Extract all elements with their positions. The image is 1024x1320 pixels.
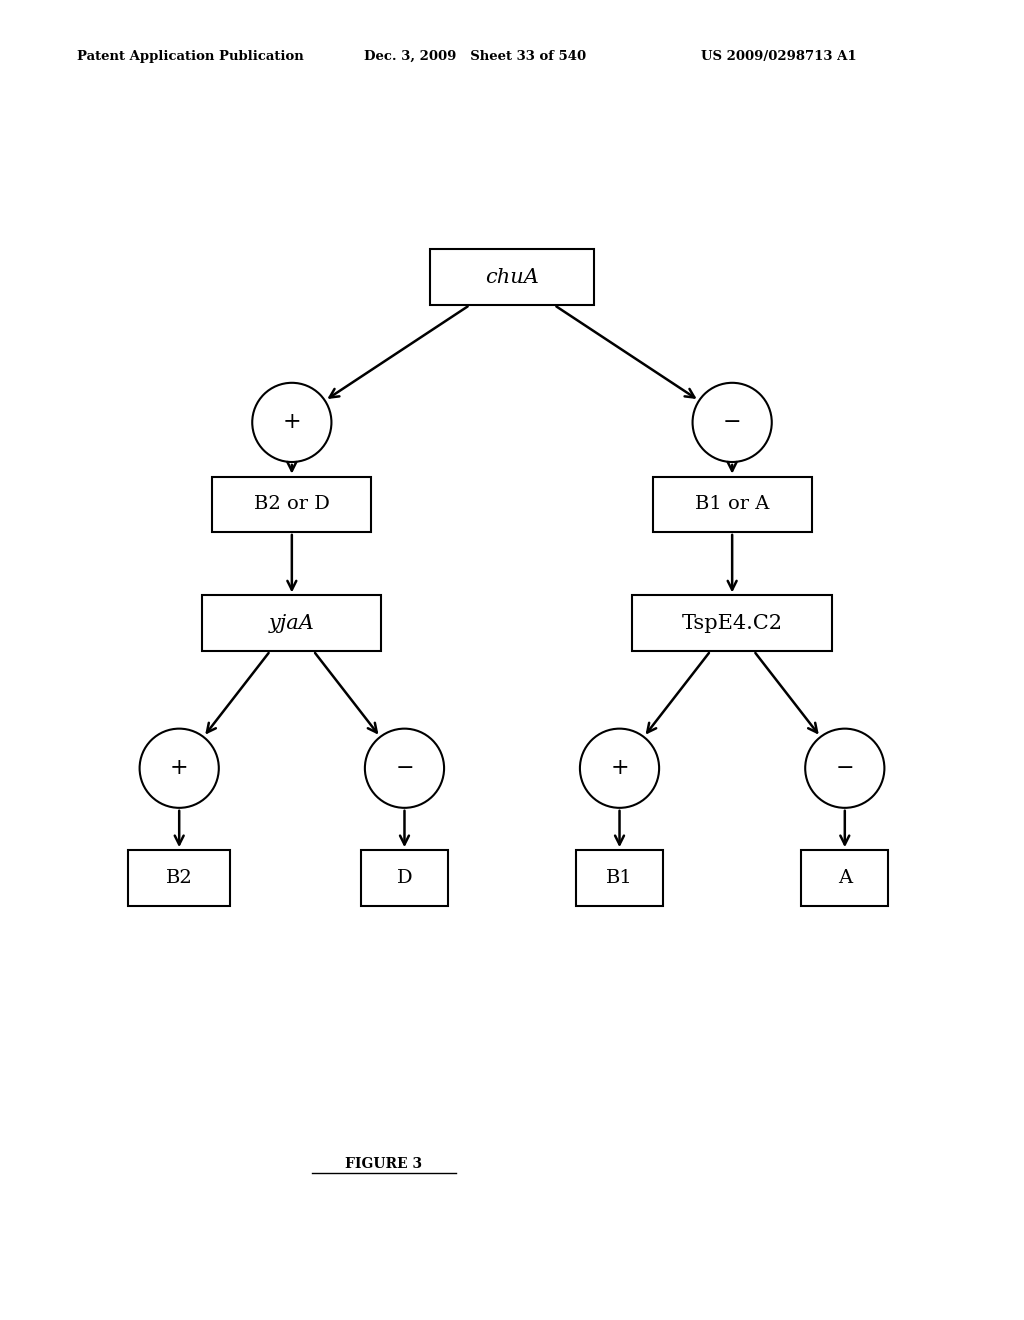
Text: US 2009/0298713 A1: US 2009/0298713 A1 (701, 50, 857, 63)
Text: chuA: chuA (485, 268, 539, 286)
Text: Patent Application Publication: Patent Application Publication (77, 50, 303, 63)
Text: TspE4.C2: TspE4.C2 (682, 614, 782, 632)
Text: B2 or D: B2 or D (254, 495, 330, 513)
Text: A: A (838, 869, 852, 887)
Text: −: − (395, 758, 414, 779)
Text: B1: B1 (606, 869, 633, 887)
Text: −: − (723, 412, 741, 433)
Text: +: + (170, 758, 188, 779)
Text: B1 or A: B1 or A (695, 495, 769, 513)
Text: +: + (610, 758, 629, 779)
Text: +: + (283, 412, 301, 433)
Text: yjaA: yjaA (269, 614, 314, 632)
Text: Dec. 3, 2009   Sheet 33 of 540: Dec. 3, 2009 Sheet 33 of 540 (364, 50, 586, 63)
Text: B2: B2 (166, 869, 193, 887)
Text: FIGURE 3: FIGURE 3 (345, 1158, 423, 1171)
Text: −: − (836, 758, 854, 779)
Text: D: D (396, 869, 413, 887)
